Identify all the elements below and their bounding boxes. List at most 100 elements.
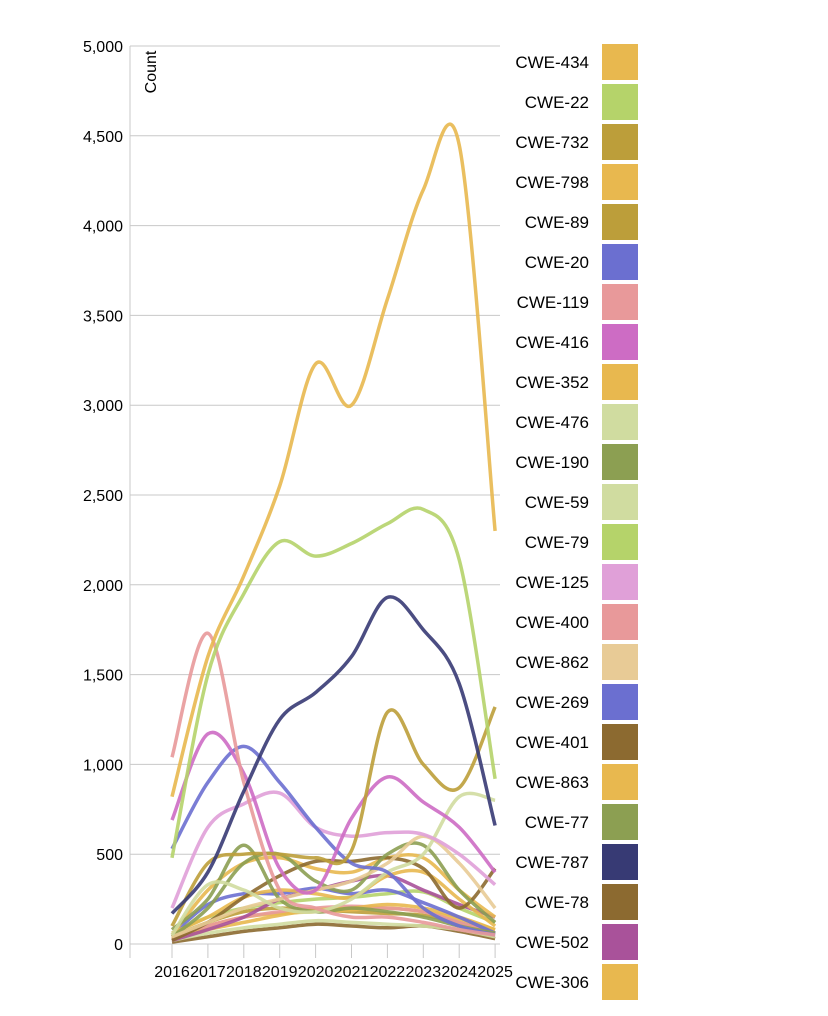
grid-lines [130,45,500,945]
series-line-cwe-476 [170,791,496,937]
legend-item[interactable]: CWE-77 [525,804,638,840]
legend-label: CWE-89 [525,213,589,232]
legend-item[interactable]: CWE-863 [515,764,638,800]
x-tick-label: 2019 [262,964,298,981]
legend-swatch [602,564,638,600]
legend-item[interactable]: CWE-400 [515,604,638,640]
legend-label: CWE-77 [525,813,589,832]
legend-label: CWE-862 [515,653,589,672]
y-tick-label: 3,000 [83,398,123,415]
legend-swatch [602,44,638,80]
legend-swatch [602,84,638,120]
y-tick-label: 1,500 [83,668,123,685]
legend-item[interactable]: CWE-119 [517,284,638,320]
legend-item[interactable]: CWE-434 [515,44,638,80]
series-line-cwe-89 [170,706,497,927]
series-line-cwe-79 [170,506,497,859]
legend-item[interactable]: CWE-401 [515,724,638,760]
legend-swatch [602,404,638,440]
legend-label: CWE-22 [525,93,589,112]
legend-item[interactable]: CWE-352 [515,364,638,400]
series-line-cwe-863 [171,868,497,935]
series-line-cwe-416 [170,730,497,895]
x-axis: 2016 2017 2018 2019 2020 2021 2022 2023 2024 2025 [129,944,513,981]
x-tick-label: 2016 [154,964,190,981]
legend-item[interactable]: CWE-79 [525,524,638,560]
series-line-cwe-20 [170,744,496,937]
legend-swatch [602,524,638,560]
legend-swatch [602,764,638,800]
legend-item[interactable]: CWE-798 [515,164,638,200]
legend-item[interactable]: CWE-476 [515,404,638,440]
legend-label: CWE-416 [515,333,589,352]
x-tick-label: 2024 [441,964,477,981]
legend-swatch [602,324,638,360]
x-tick-label: 2017 [190,964,226,981]
legend-label: CWE-79 [525,533,589,552]
legend-swatch [602,124,638,160]
y-tick-label: 2,500 [83,488,123,505]
legend-swatch [602,964,638,1000]
legend-item[interactable]: CWE-22 [525,84,638,120]
y-tick-label: 1,000 [83,757,123,774]
x-tick-label: 2025 [477,964,513,981]
series-line-cwe-862 [171,834,497,939]
legend-swatch [602,684,638,720]
legend-item[interactable]: CWE-269 [515,684,638,720]
legend-item[interactable]: CWE-190 [515,444,638,480]
legend-swatch [602,244,638,280]
legend-label: CWE-20 [525,253,589,272]
legend-item[interactable]: CWE-787 [515,844,638,880]
y-tick-label: 0 [114,937,123,954]
legend-swatch [602,804,638,840]
series-line-cwe-352 [170,853,497,937]
legend-label: CWE-306 [515,973,589,992]
series-line-cwe-125 [170,790,497,909]
legend-swatch [602,284,638,320]
y-axis-label: Count [143,50,160,93]
legend-label: CWE-59 [525,493,589,512]
legend-swatch [602,724,638,760]
legend-swatch [602,844,638,880]
x-tick-label: 2018 [226,964,262,981]
y-tick-label: 3,500 [83,308,123,325]
legend-label: CWE-269 [515,693,589,712]
y-axis: 0 500 1,000 1,500 2,000 2,500 3,000 3,500 4,000 4… [83,39,131,958]
series-line-cwe-434 [170,122,497,798]
legend-item[interactable]: CWE-78 [525,884,638,920]
y-tick-label: 5,000 [83,39,123,56]
legend-item[interactable]: CWE-306 [515,964,638,1000]
legend-item[interactable]: CWE-502 [515,924,638,960]
series-line-cwe-787 [170,595,497,915]
y-tick-label: 2,000 [83,578,123,595]
legend-swatch [602,484,638,520]
legend-item[interactable]: CWE-89 [525,204,638,240]
legend-label: CWE-434 [515,53,589,72]
legend-item[interactable]: CWE-862 [515,644,638,680]
legend-swatch [602,164,638,200]
legend-swatch [602,204,638,240]
legend-swatch [602,644,638,680]
legend-label: CWE-119 [517,293,589,312]
legend-label: CWE-732 [515,133,589,152]
y-tick-label: 4,500 [83,129,123,146]
legend-item[interactable]: CWE-20 [525,244,638,280]
legend-item[interactable]: CWE-416 [515,324,638,360]
x-tick-label: 2023 [406,964,442,981]
legend-swatch [602,364,638,400]
legend-item[interactable]: CWE-732 [515,124,638,160]
legend-item[interactable]: CWE-59 [525,484,638,520]
x-tick-label: 2020 [298,964,334,981]
legend-label: CWE-401 [515,733,589,752]
legend-label: CWE-787 [515,853,589,872]
legend-swatch [602,884,638,920]
legend-label: CWE-125 [515,573,589,592]
legend-label: CWE-863 [515,773,589,792]
y-tick-label: 500 [96,847,123,864]
y-tick-label: 4,000 [83,219,123,236]
legend-swatch [602,444,638,480]
legend-label: CWE-190 [515,453,589,472]
legend-item[interactable]: CWE-125 [515,564,638,600]
legend-label: CWE-502 [515,933,589,952]
